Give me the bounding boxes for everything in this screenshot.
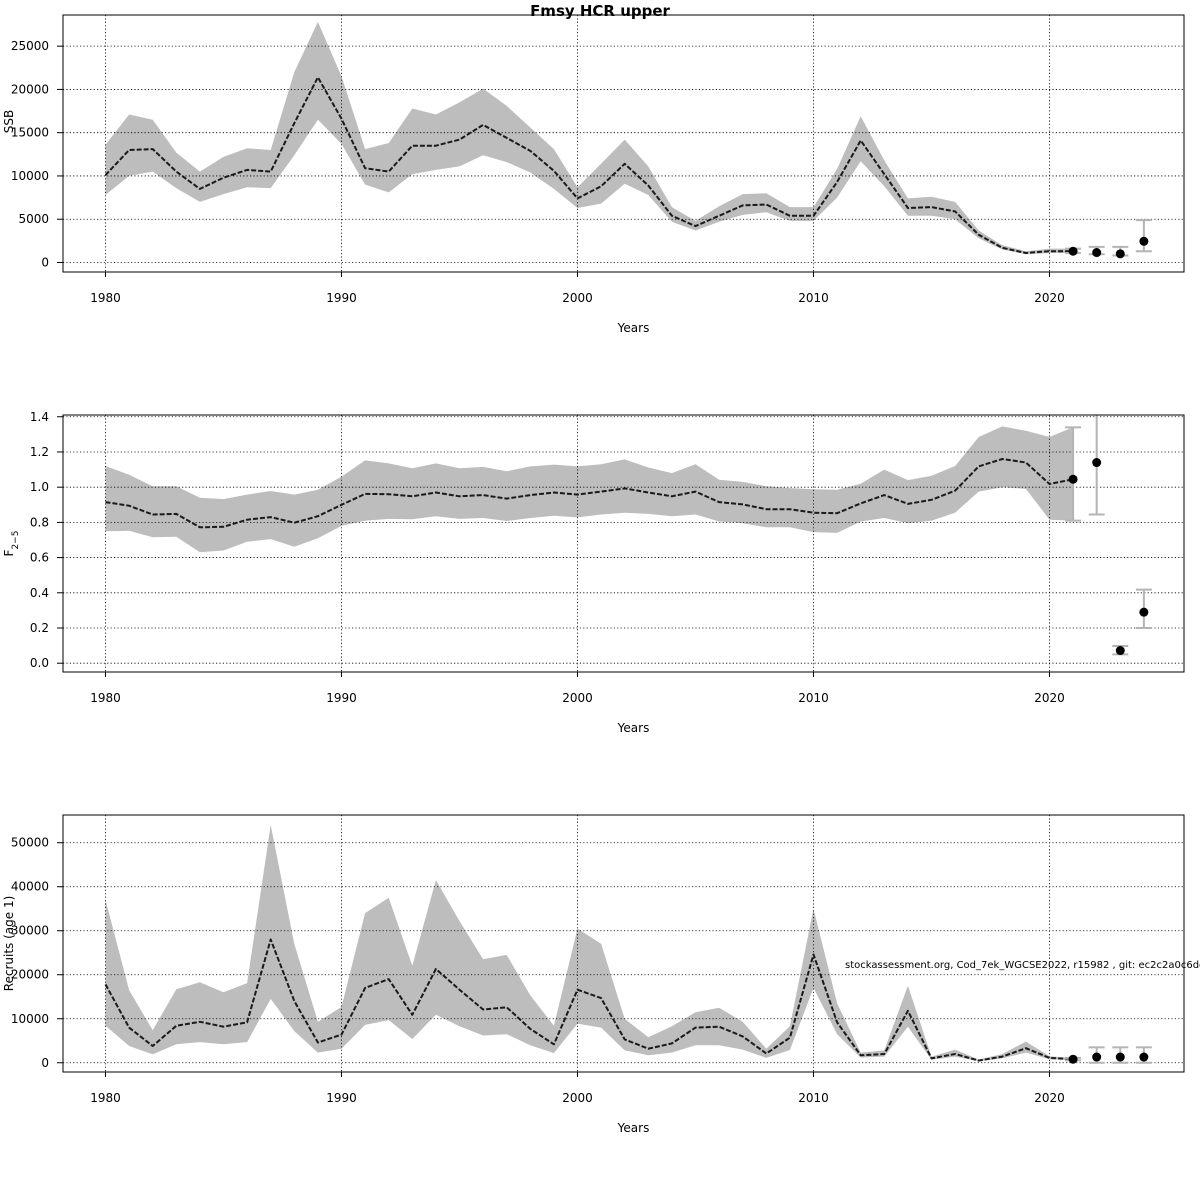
ssb-confidence-band	[105, 21, 1074, 255]
forecast-point	[1068, 246, 1078, 256]
y-axis-label-main: F	[2, 549, 16, 556]
panel-recruits: 1980 1990 2000 2010 2020 0 10000 20000 30000 4000…	[2, 814, 1185, 1135]
forecast-point	[1139, 607, 1149, 617]
y-tick-label: 1.0	[30, 480, 49, 494]
fbar-plot-frame	[62, 414, 1185, 673]
recruits-y-axis-label: Recruits (age 1)	[2, 896, 16, 992]
y-tick-label: 0.6	[30, 551, 49, 565]
ssb-forecast-2024	[1135, 219, 1152, 253]
x-tick-label: 1980	[90, 291, 121, 305]
forecast-point	[1068, 1054, 1078, 1064]
fbar-estimate-line	[105, 458, 1074, 529]
recruits-forecast-2023	[1112, 1046, 1129, 1064]
forecast-point	[1139, 1052, 1149, 1062]
fbar-forecast-2021	[1065, 426, 1082, 522]
y-tick-label: 0.2	[30, 621, 49, 635]
panel-ssb: 1980 1990 2000 2010 2020 0 5000 10000 15000 20000…	[2, 14, 1185, 335]
fbar-forecast-2022	[1088, 415, 1105, 516]
x-tick-label: 2020	[1034, 291, 1065, 305]
x-tick-label: 2020	[1034, 1091, 1065, 1105]
y-tick-label: 0	[41, 255, 49, 269]
x-tick-label: 1990	[326, 1091, 357, 1105]
ssb-x-axis-label: Years	[617, 321, 650, 335]
y-tick-label: 1.2	[30, 445, 49, 459]
y-tick-label: 40000	[11, 880, 49, 894]
recruits-plot-frame	[62, 814, 1185, 1073]
x-tick-label: 2000	[562, 291, 593, 305]
forecast-point	[1092, 248, 1102, 258]
ssb-plot-frame	[62, 14, 1185, 273]
y-tick-label: 20000	[11, 968, 49, 982]
ssb-y-axis-label: SSB	[2, 110, 16, 133]
forecast-point	[1092, 458, 1102, 468]
y-tick-label: 10000	[11, 1012, 49, 1026]
recruits-estimate-line	[104, 938, 1074, 1062]
y-tick-label: 50000	[11, 836, 49, 850]
forecast-point	[1139, 236, 1149, 246]
y-tick-label: 0.4	[30, 586, 49, 600]
recruits-x-axis-label: Years	[617, 1121, 650, 1135]
fbar-forecast-2024	[1135, 588, 1152, 629]
panel-fbar: 1980 1990 2000 2010 2020 0.0 0.2 0.4 0.6 0.8 1.0 1.…	[2, 410, 1185, 735]
forecast-point	[1092, 1052, 1102, 1062]
y-tick-label: 0	[41, 1056, 49, 1070]
recruits-confidence-band	[105, 825, 1074, 1062]
y-axis-label-main: Recruits (age 1)	[2, 896, 16, 992]
x-tick-label: 2010	[798, 691, 829, 705]
fbar-x-axis-label: Years	[617, 721, 650, 735]
y-tick-label: 20000	[11, 82, 49, 96]
recruits-forecast-2024	[1135, 1046, 1152, 1064]
y-axis-label-subscript: 2−5	[11, 531, 21, 550]
x-tick-label: 1990	[326, 291, 357, 305]
ssb-estimate-line	[104, 76, 1074, 254]
x-tick-label: 1990	[326, 691, 357, 705]
x-tick-label: 2010	[798, 291, 829, 305]
x-tick-label: 2020	[1034, 691, 1065, 705]
recruits-forecast-2022	[1088, 1046, 1105, 1064]
fbar-y-axis-label: F2−5	[2, 531, 21, 557]
y-tick-label: 1.4	[30, 410, 49, 424]
x-tick-label: 2000	[562, 1091, 593, 1105]
forecast-point	[1115, 249, 1125, 259]
y-tick-label: 0.0	[30, 656, 49, 670]
y-tick-label: 25000	[11, 39, 49, 53]
y-tick-label: 0.8	[30, 515, 49, 529]
forecast-point	[1068, 474, 1078, 484]
x-tick-label: 2000	[562, 691, 593, 705]
watermark: stockassessment.org, Cod_7ek_WGCSE2022, …	[845, 960, 1200, 971]
x-tick-label: 1980	[90, 691, 121, 705]
forecast-point	[1115, 1052, 1125, 1062]
panels: 1980 1990 2000 2010 202005000100001500020000…	[2, 14, 1185, 1135]
fbar-confidence-band	[105, 426, 1074, 553]
ssb-forecast-2023	[1112, 245, 1129, 259]
y-tick-label: 5000	[18, 212, 49, 226]
forecast-point	[1115, 646, 1125, 656]
figure-title: Fmsy HCR upper	[530, 2, 670, 20]
y-tick-label: 15000	[11, 126, 49, 140]
ssb-forecast-2021	[1065, 246, 1082, 256]
x-tick-label: 1980	[90, 1091, 121, 1105]
fbar-forecast-2023	[1112, 644, 1129, 656]
x-tick-label: 2010	[798, 1091, 829, 1105]
y-tick-label: 30000	[11, 924, 49, 938]
y-tick-label: 10000	[11, 169, 49, 183]
recruits-forecast-2021	[1065, 1054, 1082, 1064]
y-axis-label-main: SSB	[2, 110, 16, 133]
ssb-forecast-2022	[1088, 245, 1105, 258]
